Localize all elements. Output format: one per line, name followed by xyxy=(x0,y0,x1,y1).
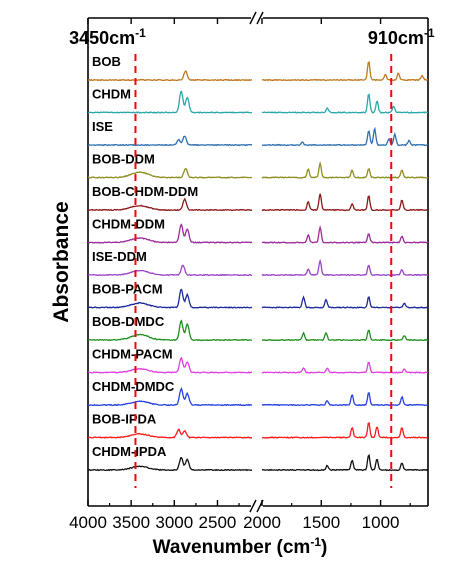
series-line-bob xyxy=(88,69,253,82)
series-line-chdm xyxy=(87,90,253,114)
reference-line-label: 3450cm-1 xyxy=(69,26,146,48)
series-label: BOB-IPDA xyxy=(92,412,157,427)
x-tick-label: 2000 xyxy=(243,513,281,532)
series-label: CHDM-IPDA xyxy=(92,444,167,459)
x-tick-label: 1000 xyxy=(362,513,400,532)
series-line-bob-dmdc xyxy=(87,319,253,342)
series-line-chdm-ddm xyxy=(87,223,253,244)
reference-line-label: 910cm-1 xyxy=(368,26,435,48)
x-tick-label: 1500 xyxy=(302,513,340,532)
series-line-bob-pacm xyxy=(261,295,429,309)
axis-break-mark xyxy=(249,499,257,513)
series-line-bob-ipda xyxy=(87,428,253,439)
x-axis-title: Wavenumber (cm-1) xyxy=(153,535,328,558)
reference-line-group: 3450cm-1 910cm-1 xyxy=(69,26,435,488)
series-line-bob-chdm-ddm xyxy=(261,193,429,212)
series-line-ise-ddm xyxy=(87,264,252,277)
series-label: CHDM-DDM xyxy=(92,217,165,232)
series-line-bob-chdm-ddm xyxy=(87,197,253,212)
series-label: BOB-DMDC xyxy=(92,314,165,329)
reference-line-label-sup: -1 xyxy=(424,26,435,40)
series-line-chdm-ddm xyxy=(261,224,429,244)
axis-break-mark xyxy=(249,11,257,25)
series-label: BOB-CHDM-DDM xyxy=(92,184,198,199)
x-tick-label: 2500 xyxy=(199,513,237,532)
series-label: ISE-DDM xyxy=(92,249,147,264)
series-line-chdm-ipda xyxy=(87,456,253,472)
series-label: ISE xyxy=(92,119,113,134)
series-line-bob-ddm xyxy=(88,167,253,179)
x-axis-title-close: ) xyxy=(321,537,327,558)
series-label: BOB-DDM xyxy=(92,152,155,167)
series-line-chdm xyxy=(261,93,429,114)
series-label: CHDM xyxy=(92,87,131,102)
series-line-ise xyxy=(87,135,253,147)
series-label: CHDM-DMDC xyxy=(92,379,175,394)
series-line-bob-ipda xyxy=(262,422,429,439)
series-line-ise xyxy=(261,126,429,147)
y-axis-title: Absorbance xyxy=(50,201,73,322)
series-label: BOB-PACM xyxy=(92,282,163,297)
plot-frame xyxy=(87,11,429,513)
axis-break-mark xyxy=(256,11,264,25)
series-line-chdm-ipda xyxy=(261,453,429,472)
x-tick-label: 3000 xyxy=(155,513,193,532)
series-line-chdm-pacm xyxy=(87,356,253,374)
series-line-bob-pacm xyxy=(87,288,253,309)
series-line-chdm-dmdc xyxy=(87,386,253,407)
x-axis-title-sup: -1 xyxy=(310,535,321,549)
reference-line-label-sup: -1 xyxy=(135,26,146,40)
series-label: BOB xyxy=(92,54,121,69)
series-line-chdm-pacm xyxy=(261,361,429,374)
x-tick-label: 3500 xyxy=(112,513,150,532)
series-label: CHDM-PACM xyxy=(92,347,173,362)
series-label-group: BOB CHDM ISE BOB-DDM BOB-CHDM-DDM CHDM-DDM ISE… xyxy=(92,54,198,459)
series-line-bob-ddm xyxy=(261,161,429,179)
series-group xyxy=(87,60,429,472)
x-tick-label: 4000 xyxy=(69,513,107,532)
series-line-bob-dmdc xyxy=(261,329,429,342)
series-line-bob xyxy=(261,60,429,82)
axes-group: 4000 3500 3000 2500 2000 1500 1000 Wavenumber (… xyxy=(50,18,411,558)
series-line-chdm-dmdc xyxy=(261,392,428,407)
series-line-ise-ddm xyxy=(261,258,428,277)
